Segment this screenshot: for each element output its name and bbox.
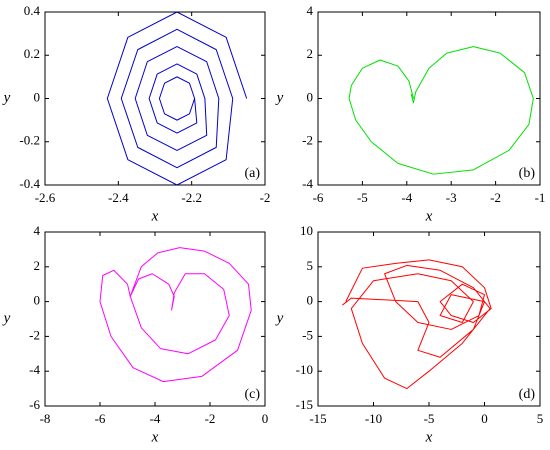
phase-curve (99, 247, 252, 383)
x-tick-label: -2.6 (35, 190, 56, 205)
x-tick-label: -8 (40, 411, 51, 426)
panel: -2.6 -2.4 -2.2 -2 -0.4 -0.2 0 0.2 0.4 x y (a) (2, 3, 271, 224)
axes-box (44, 231, 266, 407)
y-tick-label: 0.2 (24, 46, 40, 61)
x-tick-label: -2 (490, 190, 501, 205)
phase-curve (342, 259, 492, 390)
y-tick-label: 0.4 (24, 3, 41, 18)
y-tick-label: -10 (296, 362, 313, 377)
y-tick-label: -4 (302, 176, 313, 191)
y-tick-label: 2 (34, 258, 41, 273)
x-tick-label: -1 (535, 190, 546, 205)
x-tick-label: 0 (481, 411, 488, 426)
axes-box (44, 11, 266, 186)
x-tick-label: -2.4 (108, 190, 129, 205)
plot-area (99, 247, 252, 383)
y-tick-label: -2 (302, 133, 313, 148)
x-tick-label: -15 (309, 411, 326, 426)
y-axis-label: y (275, 310, 284, 326)
panel-label: (b) (519, 166, 536, 181)
y-tick-label: 0 (34, 293, 41, 308)
y-tick-label: 2 (307, 46, 314, 61)
x-tick-label: -2 (205, 411, 216, 426)
x-tick-label: 5 (537, 411, 544, 426)
y-tick-label: 4 (34, 223, 41, 238)
panel: -15 -10 -5 0 5 -15 -10 -5 0 5 10 x y (d) (275, 223, 544, 445)
y-axis-label: y (2, 90, 11, 106)
x-axis-label: x (425, 429, 433, 445)
plot-area (342, 259, 492, 390)
x-tick-label: 0 (262, 411, 269, 426)
x-tick-label: -2 (260, 190, 271, 205)
y-tick-label: 0 (307, 293, 314, 308)
plot-area (106, 12, 248, 185)
y-tick-label: -2 (29, 327, 40, 342)
panel: -6 -5 -4 -3 -2 -1 -4 -2 0 2 4 x y (b) (275, 3, 546, 224)
panel-label: (c) (244, 387, 260, 402)
axes-box (317, 11, 541, 186)
phase-curve (348, 46, 534, 175)
y-tick-label: 4 (307, 3, 314, 18)
x-tick-label: -5 (424, 411, 435, 426)
x-tick-label: -6 (313, 190, 324, 205)
y-tick-label: -6 (29, 397, 40, 412)
y-axis-label: y (275, 90, 284, 106)
y-tick-label: -0.4 (19, 176, 40, 191)
x-tick-label: -2.2 (181, 190, 202, 205)
x-axis-label: x (425, 208, 433, 224)
y-tick-label: 0 (34, 89, 41, 104)
x-axis-label: x (151, 208, 159, 224)
x-axis-label: x (151, 429, 159, 445)
y-tick-label: -0.2 (19, 133, 40, 148)
y-tick-label: 10 (300, 223, 313, 238)
x-tick-label: -10 (365, 411, 382, 426)
phase-curve (106, 12, 248, 185)
x-tick-label: -4 (401, 190, 412, 205)
panel-label: (d) (519, 387, 536, 402)
y-tick-label: -5 (302, 327, 313, 342)
y-tick-label: 0 (307, 89, 314, 104)
y-axis-label: y (2, 310, 11, 326)
x-tick-label: -3 (446, 190, 457, 205)
x-tick-label: -6 (95, 411, 106, 426)
x-tick-label: -5 (357, 190, 368, 205)
y-tick-label: -4 (29, 362, 40, 377)
x-tick-label: -4 (150, 411, 161, 426)
y-tick-label: -15 (296, 397, 313, 412)
plot-area (348, 46, 534, 175)
axes-box (317, 231, 541, 407)
panel-label: (a) (244, 166, 260, 181)
y-tick-label: 5 (307, 258, 314, 273)
